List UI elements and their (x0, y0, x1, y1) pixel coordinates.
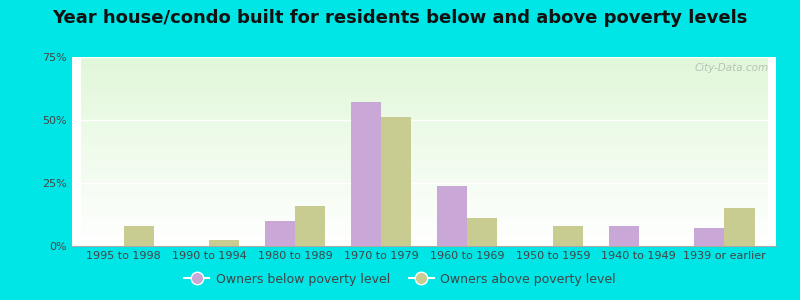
Bar (609, 226, 638, 246)
Bar (265, 221, 295, 246)
Bar (123, 226, 154, 246)
Text: Year house/condo built for residents below and above poverty levels: Year house/condo built for residents bel… (52, 9, 748, 27)
Bar (437, 185, 467, 246)
Bar (295, 206, 326, 246)
Bar (725, 208, 754, 246)
Bar (210, 240, 239, 246)
Text: City-Data.com: City-Data.com (695, 63, 769, 73)
Bar (381, 118, 411, 246)
Legend: Owners below poverty level, Owners above poverty level: Owners below poverty level, Owners above… (179, 268, 621, 291)
Bar (553, 226, 583, 246)
Bar (467, 218, 497, 246)
Bar (694, 228, 725, 246)
Bar (351, 102, 381, 246)
